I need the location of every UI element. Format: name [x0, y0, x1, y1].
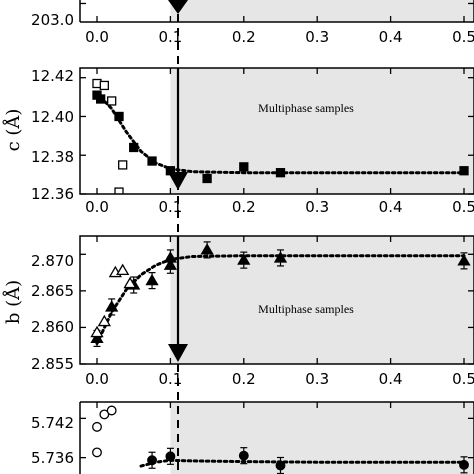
data-point-circle — [275, 460, 286, 471]
data-point-square — [202, 173, 212, 184]
panel-c-ticks — [80, 68, 474, 195]
data-point-triangle — [90, 325, 104, 338]
multiphase-shade — [170, 236, 474, 364]
data-point-triangle — [457, 254, 471, 266]
panel-top-xtick-label: 0.2 — [232, 28, 256, 46]
panel-bottom: 5.736 5.742 — [31, 401, 474, 474]
panel-b-xtick-label: 0.2 — [232, 370, 256, 388]
data-point-triangle — [116, 263, 130, 276]
panel-c-ytick-labels: 12.36 12.38 12.40 12.42 — [31, 67, 74, 203]
data-point-square — [147, 156, 157, 166]
panel-top-xtick-label: 0.4 — [379, 28, 403, 46]
multiphase-shade — [170, 68, 474, 194]
down-arrow-icon — [168, 172, 188, 190]
panel-b-xtick-labels: 0.0 0.1 0.2 0.3 0.4 0.5 — [85, 370, 474, 388]
panel-bottom-frame — [79, 401, 474, 474]
data-point-square — [275, 168, 286, 178]
data-point-circle — [165, 451, 176, 462]
data-point-triangle — [90, 331, 104, 344]
data-point-circle — [92, 421, 102, 432]
panel-b-xtick-label: 0.0 — [85, 370, 109, 388]
panel-top-xtick-label: 0.0 — [85, 28, 109, 46]
panel-top-ticks — [80, 2, 474, 22]
panel-b-xtick-label: 0.3 — [305, 370, 329, 388]
panel-b-ytick-label: 2.855 — [31, 355, 74, 373]
panel-top-xtick-label: 0.1 — [158, 28, 182, 46]
panel-b-annotation: Multiphase samples — [258, 302, 354, 316]
panel-c-frame — [79, 67, 474, 195]
panel-b-ytick-label: 2.870 — [31, 252, 74, 270]
data-point-triangle — [200, 243, 214, 255]
panel-c-xtick-label: 0.0 — [85, 198, 109, 216]
panel-c-xtick-label: 0.4 — [379, 198, 403, 216]
panel-c-ytick-label: 12.40 — [31, 108, 74, 126]
panel-b-xtick-label: 0.5 — [452, 370, 474, 388]
panel-c-xtick-labels: 0.0 0.1 0.2 0.3 0.4 0.5 — [85, 198, 474, 216]
panel-bottom-ytick-label: 5.742 — [31, 414, 74, 432]
panel-top-plot — [170, 0, 474, 22]
data-point-square — [99, 80, 109, 91]
data-point-square — [114, 187, 124, 194]
data-point-circle — [238, 450, 249, 461]
data-point-square — [107, 96, 117, 106]
phase-boundary-marker — [168, 0, 188, 474]
panel-c-xtick-label: 0.3 — [305, 198, 329, 216]
panel-c-xtick-label: 0.2 — [232, 198, 256, 216]
down-arrow-icon — [168, 344, 188, 362]
data-point-triangle — [273, 251, 288, 263]
panel-c-xtick-label: 0.1 — [158, 198, 182, 216]
panel-c-annotation: Multiphase samples — [258, 101, 354, 115]
data-point-square — [129, 142, 139, 153]
data-point-triangle — [97, 314, 111, 327]
data-point-square — [96, 94, 106, 104]
panel-c-ytick-label: 12.36 — [31, 185, 74, 203]
panel-b-ytick-label: 2.860 — [31, 318, 74, 336]
panel-bottom-plot — [92, 402, 474, 474]
panel-top-ytick-label: 203.0 — [31, 11, 74, 29]
down-arrow-icon — [168, 0, 188, 14]
panel-b-y-axis-label: b (Å) — [2, 280, 24, 324]
panel-c-y-axis-label: c (Å) — [2, 109, 24, 152]
panel-bottom-ytick-labels: 5.736 5.742 — [31, 414, 74, 467]
panel-b-xtick-label: 0.1 — [158, 370, 182, 388]
panel-b-ytick-label: 2.865 — [31, 282, 74, 300]
fit-curve — [139, 458, 466, 468]
data-point-triangle — [237, 253, 251, 265]
multiphase-shade — [170, 0, 474, 22]
data-point-triangle — [163, 251, 178, 263]
data-point-square — [459, 166, 469, 176]
panel-b-ticks — [80, 236, 474, 365]
data-point-triangle — [145, 273, 159, 286]
panel-top-xtick-labels: 0.0 0.1 0.2 0.3 0.4 0.5 — [85, 28, 474, 46]
data-point-triangle — [105, 300, 119, 312]
panel-bottom-ytick-label: 5.736 — [31, 449, 74, 467]
panel-b: Multiphase samples 2.855 2.860 2.865 2.8… — [2, 235, 474, 388]
data-point-circle — [106, 405, 117, 416]
panel-b-xtick-label: 0.4 — [379, 370, 403, 388]
data-point-circle — [92, 447, 102, 458]
panel-c-ytick-label: 12.38 — [31, 148, 74, 166]
data-point-square — [239, 162, 249, 172]
panel-c-xtick-label: 0.5 — [452, 198, 474, 216]
data-point-circle — [99, 409, 110, 420]
panel-c-ytick-label: 12.42 — [31, 67, 74, 85]
panel-c-plot — [92, 68, 474, 194]
data-point-circle — [459, 459, 469, 470]
panel-b-plot — [90, 236, 474, 364]
data-point-square — [114, 111, 124, 122]
panel-b-ytick-labels: 2.855 2.860 2.865 2.870 — [31, 252, 74, 373]
panel-top: 203.0 0.0 0.1 0.2 0.3 0.4 0.5 — [31, 0, 474, 46]
panel-top-xtick-label: 0.5 — [452, 28, 474, 46]
panel-b-frame — [79, 235, 474, 365]
data-point-triangle — [123, 276, 137, 289]
panel-c: Multiphase samples 12.36 12.38 12.40 12.… — [2, 67, 474, 216]
data-point-circle — [147, 455, 158, 466]
data-point-square — [118, 160, 128, 170]
panel-bottom-ticks — [80, 402, 474, 459]
panel-top-xtick-label: 0.3 — [305, 28, 329, 46]
